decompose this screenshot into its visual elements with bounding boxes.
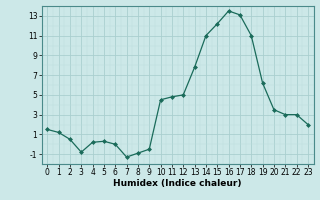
X-axis label: Humidex (Indice chaleur): Humidex (Indice chaleur) <box>113 179 242 188</box>
